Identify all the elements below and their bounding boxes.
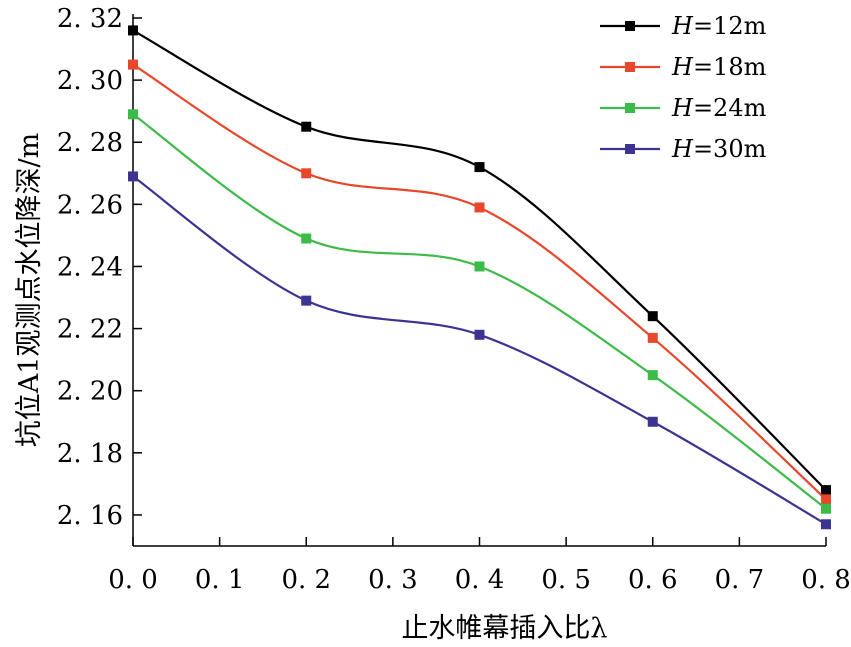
y-tick-label: 2. 32 xyxy=(57,4,123,34)
data-point xyxy=(301,295,312,306)
legend-item: H=18m xyxy=(600,53,767,81)
series-3 xyxy=(128,109,831,514)
legend: H=12m H=18m H=24m H=30m xyxy=(600,12,767,163)
data-point xyxy=(128,171,138,182)
data-point xyxy=(821,519,831,530)
x-tick-label: 0. 7 xyxy=(715,565,765,595)
legend-label: H=12m xyxy=(671,12,767,40)
data-point xyxy=(474,202,485,213)
legend-label: H=18m xyxy=(671,53,767,81)
series-1 xyxy=(128,25,831,496)
x-tick-label: 0. 3 xyxy=(368,565,418,595)
series-line xyxy=(132,175,827,526)
legend-label: H=24m xyxy=(671,94,767,122)
series-2 xyxy=(128,59,831,505)
x-tick-label: 0. 5 xyxy=(541,565,591,595)
series-line xyxy=(132,29,827,491)
data-point xyxy=(647,332,658,343)
data-point xyxy=(821,485,831,496)
y-tick-label: 2. 24 xyxy=(57,252,123,282)
data-point xyxy=(301,121,312,132)
y-tick-label: 2. 22 xyxy=(57,315,123,345)
data-point xyxy=(301,168,312,179)
legend-item: H=24m xyxy=(600,94,767,122)
data-point xyxy=(647,311,658,322)
data-point xyxy=(301,233,312,244)
series-4 xyxy=(128,171,831,530)
series-layer xyxy=(128,25,831,530)
data-point xyxy=(821,503,831,514)
data-point xyxy=(474,329,485,340)
legend-item: H=30m xyxy=(600,135,767,163)
data-point xyxy=(821,494,831,505)
y-tick-label: 2. 26 xyxy=(57,190,123,220)
data-point xyxy=(128,25,138,36)
data-point xyxy=(128,59,138,70)
series-line xyxy=(132,63,827,501)
y-axis-title: 坑位A1观测点水位降深/m xyxy=(14,133,45,447)
data-point xyxy=(474,261,485,272)
y-tick-label: 2. 16 xyxy=(57,501,123,531)
data-point xyxy=(128,109,138,120)
y-tick-label: 2. 18 xyxy=(57,439,123,469)
legend-swatch-marker xyxy=(625,62,635,72)
x-tick-label: 0. 4 xyxy=(455,565,505,595)
y-tick-label: 2. 28 xyxy=(57,128,123,158)
legend-swatch-marker xyxy=(625,21,635,31)
axes: 2. 16 2. 18 2. 20 2. 22 2. 24 2. 26 2. 28 2. 30… xyxy=(57,4,851,595)
x-tick-label: 0. 1 xyxy=(195,565,245,595)
x-axis-title: 止水帷幕插入比λ xyxy=(401,613,607,644)
x-tick-label: 0. 2 xyxy=(281,565,331,595)
legend-item: H=12m xyxy=(600,12,767,40)
x-tick-label: 0. 0 xyxy=(108,565,158,595)
data-point xyxy=(474,162,485,173)
legend-swatch-marker xyxy=(625,144,635,154)
x-tick-label: 0. 6 xyxy=(628,565,678,595)
legend-swatch-marker xyxy=(625,103,635,113)
legend-label: H=30m xyxy=(671,135,767,163)
data-point xyxy=(647,370,658,381)
y-tick-label: 2. 30 xyxy=(57,66,123,96)
x-tick-label: 0. 8 xyxy=(801,565,851,595)
series-line xyxy=(132,113,827,510)
y-tick-label: 2. 20 xyxy=(57,377,123,407)
data-point xyxy=(647,416,658,427)
